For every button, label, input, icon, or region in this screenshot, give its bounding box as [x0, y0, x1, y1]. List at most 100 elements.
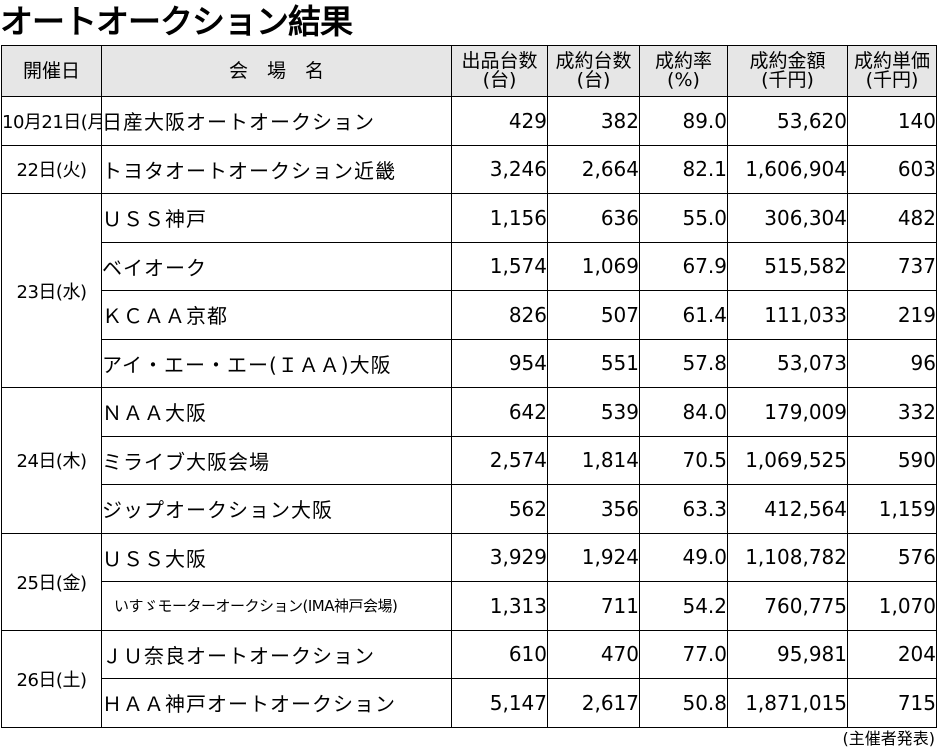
- table-row: いすゞモーターオークション(IMA神戸会場) 1,313 711 54.2 76…: [2, 581, 937, 631]
- listed-cell: 610: [451, 629, 548, 679]
- venue-cell: ＪＵ奈良オートオークション: [101, 629, 452, 679]
- page-title: オートオークション結果: [0, 2, 353, 41]
- sold-cell: 2,617: [547, 678, 640, 728]
- sold-cell: 356: [547, 484, 640, 534]
- rate-cell: 70.5: [639, 435, 728, 485]
- sold-cell: 636: [547, 193, 640, 243]
- venue-cell: ジップオークション大阪: [101, 484, 452, 534]
- listed-cell: 5,147: [451, 678, 548, 728]
- listed-cell: 1,574: [451, 241, 548, 291]
- header-rate: 成約率 (%): [639, 45, 728, 97]
- venue-cell: ＵＳＳ神戸: [101, 193, 452, 243]
- listed-cell: 3,929: [451, 532, 548, 582]
- venue-cell: ミライブ大阪会場: [101, 435, 452, 485]
- date-cell: 25日(金): [1, 532, 102, 631]
- amount-cell: 179,009: [727, 387, 848, 437]
- rate-cell: 50.8: [639, 678, 728, 728]
- header-row: 開催日 会 場 名 出品台数 (台) 成約台数 (台) 成約率 (%) 成約金額 (千円…: [1, 45, 937, 97]
- sold-cell: 2,664: [547, 144, 640, 194]
- table-row: ミライブ大阪会場 2,574 1,814 70.5 1,069,525 590: [2, 435, 937, 485]
- amount-cell: 1,871,015: [727, 678, 848, 728]
- sold-cell: 470: [547, 629, 640, 679]
- sold-cell: 507: [547, 290, 640, 340]
- amount-cell: 53,073: [727, 338, 848, 388]
- table-row: 22日(火) トヨタオートオークション近畿 3,246 2,664 82.1 1…: [1, 144, 937, 194]
- rate-cell: 55.0: [639, 193, 728, 243]
- amount-cell: 1,069,525: [727, 435, 848, 485]
- unit-price-cell: 482: [847, 193, 937, 243]
- rate-cell: 57.8: [639, 338, 728, 388]
- venue-cell: アイ・エー・エー(ＩＡＡ)大阪: [101, 338, 452, 388]
- amount-cell: 1,606,904: [727, 144, 848, 194]
- amount-cell: 95,981: [727, 629, 848, 679]
- rate-cell: 63.3: [639, 484, 728, 534]
- table-row: ＫＣＡＡ京都 826 507 61.4 111,033 219: [2, 290, 937, 340]
- unit-price-cell: 219: [847, 290, 937, 340]
- amount-cell: 306,304: [727, 193, 848, 243]
- listed-cell: 1,156: [451, 193, 548, 243]
- unit-price-cell: 1,159: [847, 484, 937, 534]
- amount-cell: 515,582: [727, 241, 848, 291]
- venue-cell: 日産大阪オートオークション: [101, 96, 452, 146]
- amount-cell: 111,033: [727, 290, 848, 340]
- rate-cell: 84.0: [639, 387, 728, 437]
- table-row: ジップオークション大阪 562 356 63.3 412,564 1,159: [2, 484, 937, 534]
- table-row: ＨＡＡ神戸オートオークション 5,147 2,617 50.8 1,871,01…: [2, 678, 937, 728]
- unit-price-cell: 96: [847, 338, 937, 388]
- listed-cell: 954: [451, 338, 548, 388]
- unit-price-cell: 737: [847, 241, 937, 291]
- table-row: 24日(木) ＮＡＡ大阪 642 539 84.0 179,009 332: [1, 387, 937, 534]
- table-row: ベイオーク 1,574 1,069 67.9 515,582 737: [2, 241, 937, 291]
- unit-price-cell: 590: [847, 435, 937, 485]
- sold-cell: 382: [547, 96, 640, 146]
- venue-cell: ＵＳＳ大阪: [101, 532, 452, 582]
- date-cell: 10月21日(月): [1, 96, 102, 146]
- date-cell: 23日(水): [1, 193, 102, 388]
- amount-cell: 53,620: [727, 96, 848, 146]
- header-unit-price: 成約単価 (千円): [847, 45, 937, 97]
- amount-cell: 760,775: [727, 581, 848, 631]
- sold-cell: 551: [547, 338, 640, 388]
- unit-price-cell: 204: [847, 629, 937, 679]
- sold-cell: 1,814: [547, 435, 640, 485]
- rate-cell: 54.2: [639, 581, 728, 631]
- venue-cell: ＫＣＡＡ京都: [101, 290, 452, 340]
- venue-cell: ＨＡＡ神戸オートオークション: [101, 678, 452, 728]
- header-listed: 出品台数 (台): [451, 45, 548, 97]
- rate-cell: 89.0: [639, 96, 728, 146]
- venue-cell: ベイオーク: [101, 241, 452, 291]
- listed-cell: 3,246: [451, 144, 548, 194]
- listed-cell: 429: [451, 96, 548, 146]
- header-venue: 会 場 名: [101, 45, 452, 97]
- sold-cell: 1,069: [547, 241, 640, 291]
- rate-cell: 61.4: [639, 290, 728, 340]
- unit-price-cell: 576: [847, 532, 937, 582]
- listed-cell: 2,574: [451, 435, 548, 485]
- table-row: 25日(金) ＵＳＳ大阪 3,929 1,924 49.0 1,108,782 …: [1, 532, 937, 631]
- listed-cell: 642: [451, 387, 548, 437]
- listed-cell: 1,313: [451, 581, 548, 631]
- header-date: 開催日: [1, 45, 102, 97]
- venue-cell: いすゞモーターオークション(IMA神戸会場): [101, 581, 452, 631]
- rate-cell: 67.9: [639, 241, 728, 291]
- date-cell: 24日(木): [1, 387, 102, 534]
- table-row: アイ・エー・エー(ＩＡＡ)大阪 954 551 57.8 53,073 96: [2, 338, 937, 388]
- table-row: 10月21日(月) 日産大阪オートオークション 429 382 89.0 53,…: [1, 96, 937, 146]
- rate-cell: 49.0: [639, 532, 728, 582]
- sold-cell: 539: [547, 387, 640, 437]
- amount-cell: 412,564: [727, 484, 848, 534]
- rate-cell: 77.0: [639, 629, 728, 679]
- amount-cell: 1,108,782: [727, 532, 848, 582]
- listed-cell: 826: [451, 290, 548, 340]
- sold-cell: 1,924: [547, 532, 640, 582]
- unit-price-cell: 603: [847, 144, 937, 194]
- source-note: (主催者発表): [842, 729, 936, 748]
- date-cell: 22日(火): [1, 144, 102, 194]
- unit-price-cell: 140: [847, 96, 937, 146]
- table-row: 26日(土) ＪＵ奈良オートオークション 610 470 77.0 95,981…: [1, 629, 937, 728]
- venue-cell: トヨタオートオークション近畿: [101, 144, 452, 194]
- venue-cell: ＮＡＡ大阪: [101, 387, 452, 437]
- rate-cell: 82.1: [639, 144, 728, 194]
- listed-cell: 562: [451, 484, 548, 534]
- unit-price-cell: 715: [847, 678, 937, 728]
